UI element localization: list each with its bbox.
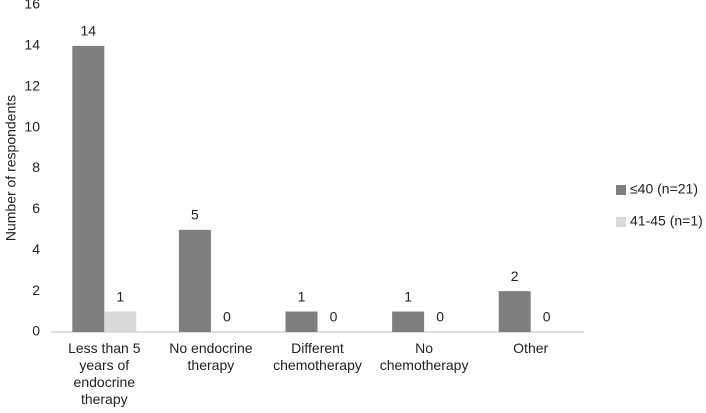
data-label: 14 [81,23,97,39]
x-tick-label-box: Other [513,340,549,356]
x-tick-label-box: No chemotherapy [379,340,469,373]
y-tick-label: 2 [32,282,40,298]
data-label: 1 [116,288,124,304]
legend-label: ≤40 (n=21) [630,181,698,197]
y-tick-label: 6 [32,200,40,216]
bar [285,311,318,332]
data-label: 5 [191,207,199,223]
y-tick-label: 12 [24,77,40,93]
bar [498,291,531,332]
data-label: 0 [543,309,551,325]
y-tick-label: 16 [24,0,40,12]
y-tick-label: 8 [32,159,40,175]
data-label: 0 [436,309,444,325]
data-label: 1 [298,288,306,304]
x-tick-label-box: Different chemotherapy [273,340,362,373]
data-label: 0 [330,309,338,325]
y-tick-label: 0 [32,323,40,339]
x-tick-label: Less than 5 years of endocrine therapy [68,340,141,407]
data-label: 0 [223,309,231,325]
legend-swatch [616,217,626,227]
y-tick-label: 4 [32,241,40,257]
data-label: 1 [404,288,412,304]
bar [392,311,425,332]
x-tick-label: Other [513,340,549,356]
bar [72,45,105,332]
x-tick-label: Different chemotherapy [273,340,362,373]
legend-swatch [616,185,626,195]
legend-label: 41-45 (n=1) [630,213,703,229]
data-label: 2 [511,268,519,284]
x-tick-label: No endocrine therapy [169,340,253,373]
x-tick-label: No chemotherapy [379,340,469,373]
y-tick-label: 10 [24,118,40,134]
x-tick-label-box: No endocrine therapy [169,340,253,373]
bar [178,229,211,332]
bar [104,311,137,332]
x-tick-label-box: Less than 5 years of endocrine therapy [68,340,141,407]
y-tick-label: 14 [24,37,40,53]
y-axis-label: Number of respondents [3,95,19,241]
